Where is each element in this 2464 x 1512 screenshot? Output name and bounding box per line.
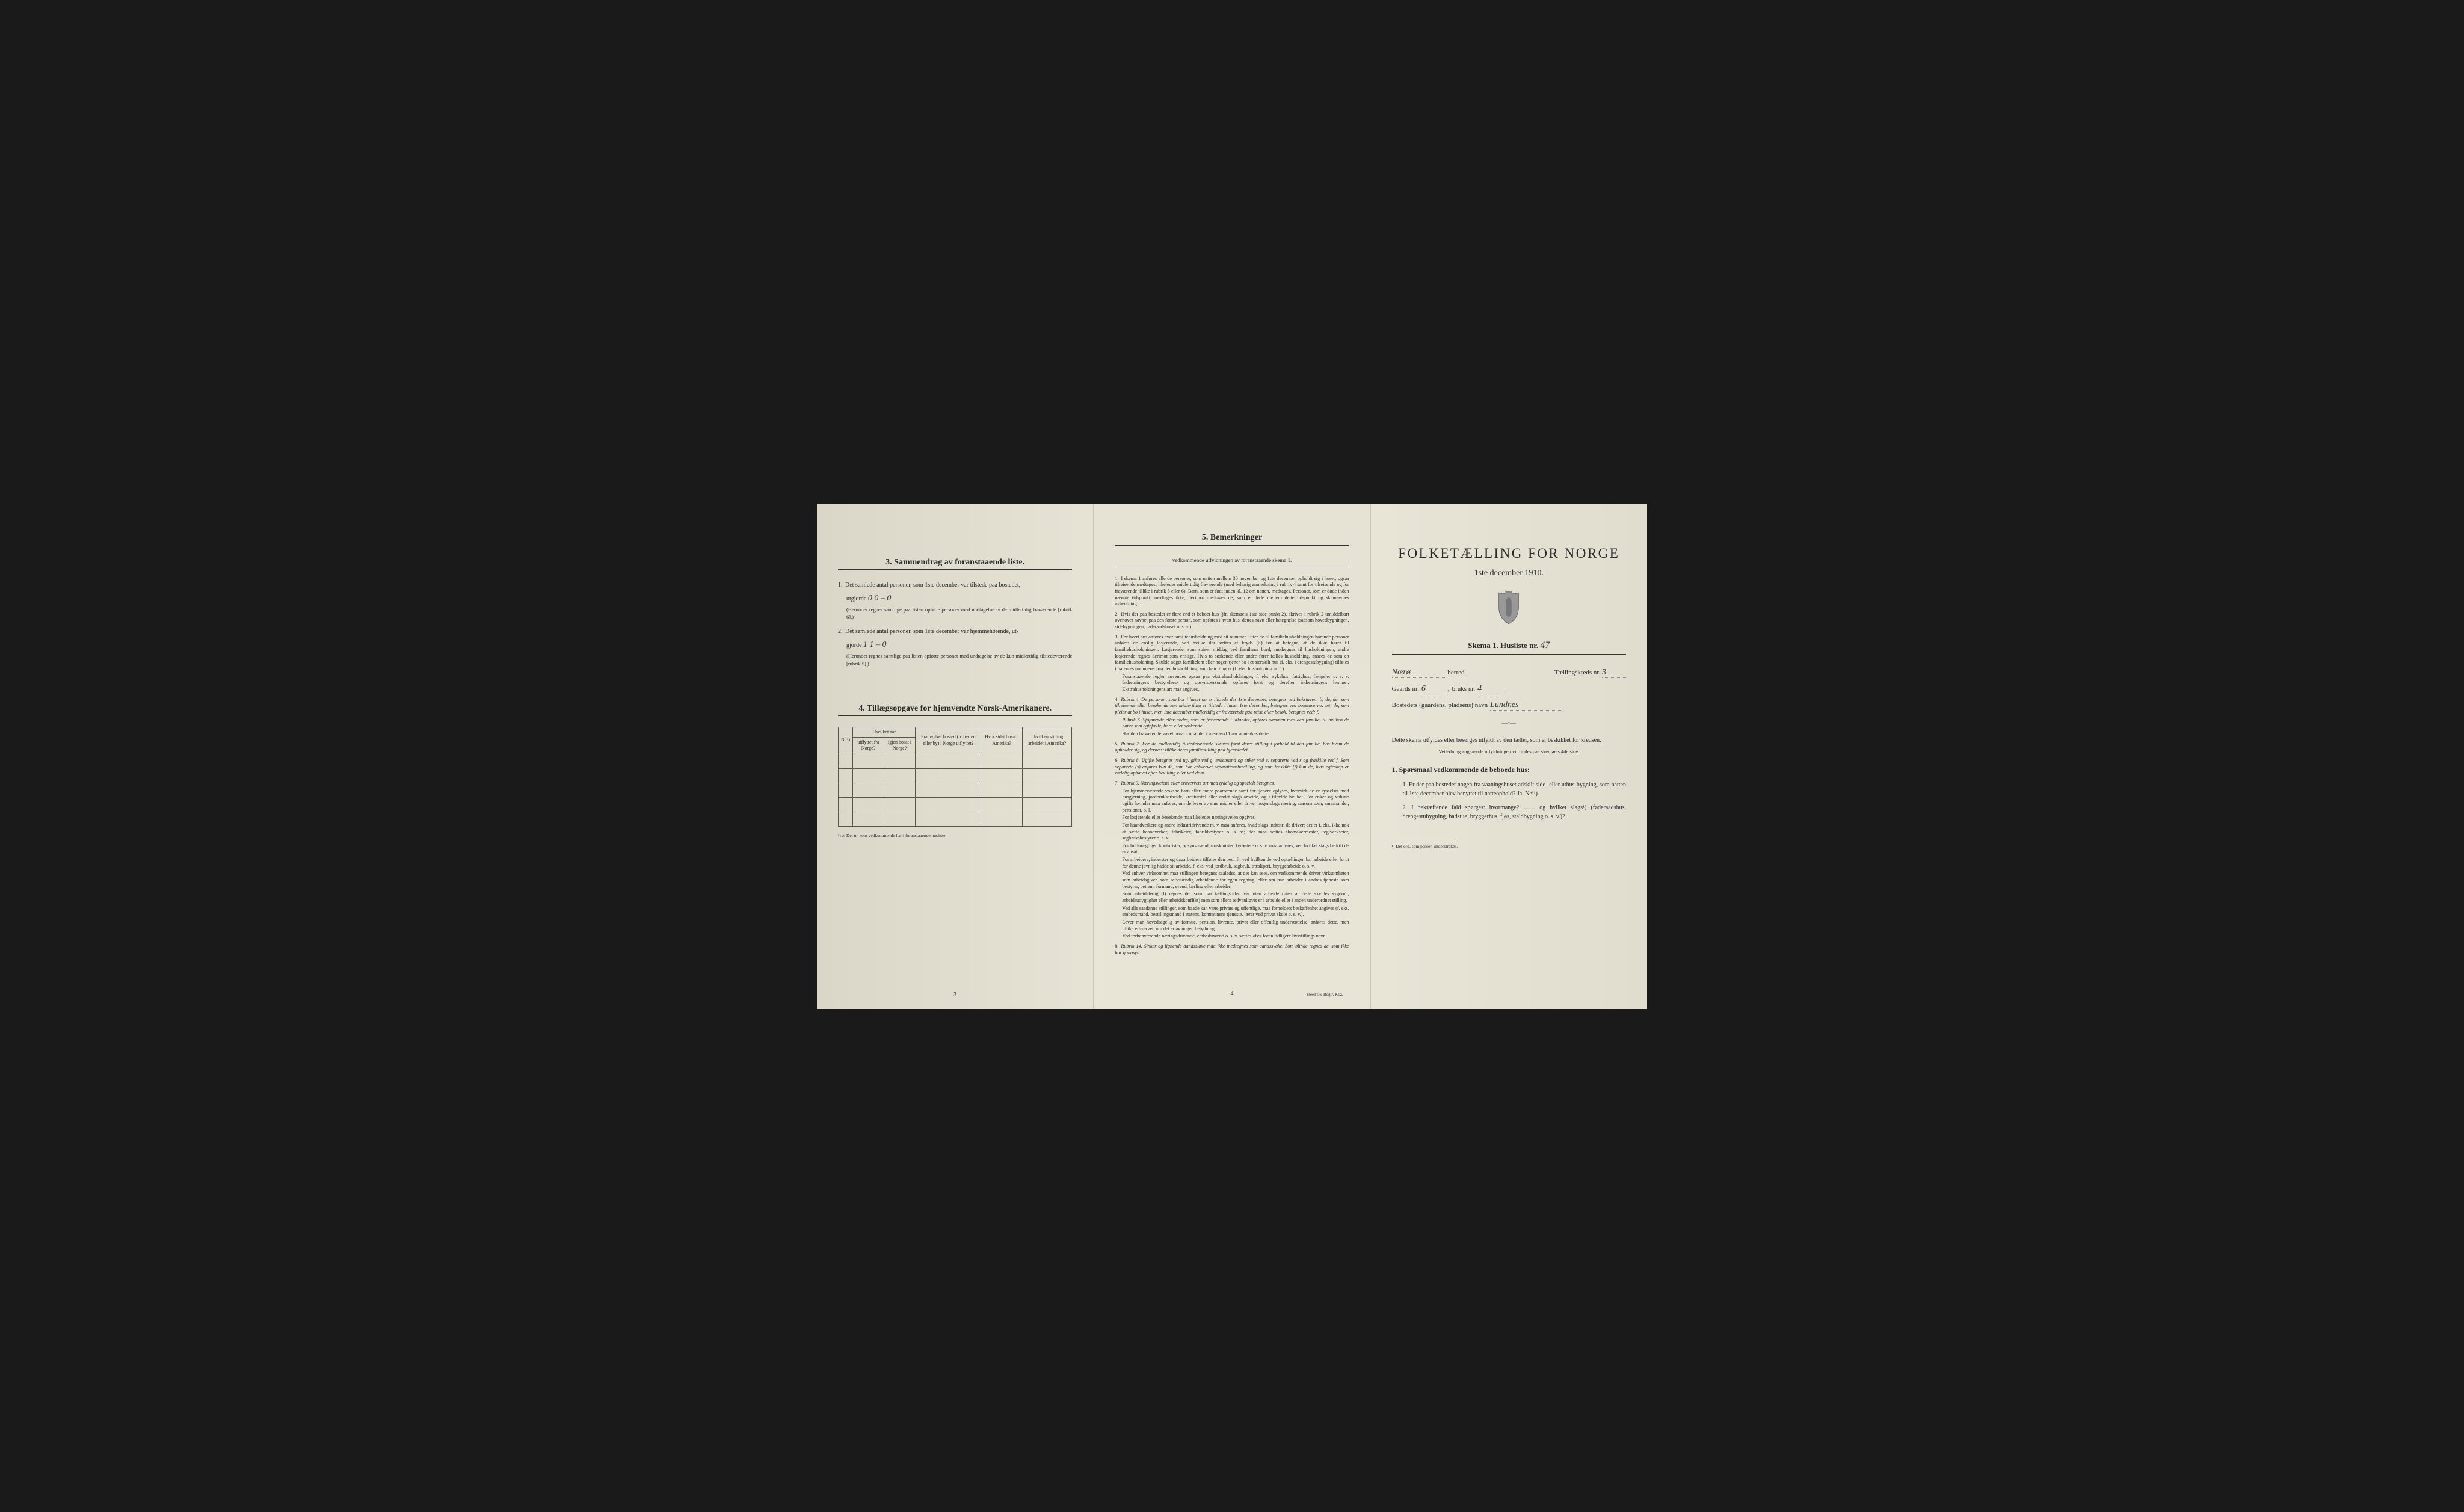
amerika-table-wrap: Nr.¹) I hvilket aar Fra hvilket bosted (… (838, 727, 1072, 838)
th-amerika-bosat: Hvor sidst bosat i Amerika? (981, 727, 1022, 754)
summary-item-1: 1.Det samlede antal personer, som 1ste d… (838, 581, 1072, 622)
herred-line: Nærø herred. Tællingskreds nr. 3 (1392, 668, 1626, 678)
question-2: 2. I bekræftende fald spørges: hvormange… (1403, 803, 1626, 821)
question-header: 1. Spørsmaal vedkommende de beboede hus: (1392, 765, 1626, 774)
item2-note: (Herunder regnes samtlige paa listen opf… (846, 652, 1072, 668)
instruction-text: Dette skema utfyldes eller besørges utfy… (1392, 736, 1626, 745)
summary-item-2: 2.Det samlede antal personer, som 1ste d… (838, 627, 1072, 668)
bosted-value: Lundnes (1490, 700, 1562, 711)
remarks-subtitle: vedkommende utfyldningen av foranstaaend… (1115, 557, 1349, 567)
section-5-title: 5. Bemerkninger (1115, 532, 1349, 546)
th-igjen: igjen bosat i Norge? (884, 737, 915, 754)
panel-title-page: FOLKETÆLLING FOR NORGE 1ste december 191… (1371, 504, 1647, 1009)
remark-1: 1.I skema 1 anføres alle de personer, so… (1115, 576, 1349, 608)
remark-3: 3.For hvert hus anføres hver familiehush… (1115, 634, 1349, 693)
th-stilling: I hvilken stilling arbeidet i Amerika? (1022, 727, 1071, 754)
panel-page-4: 5. Bemerkninger vedkommende utfyldningen… (1094, 504, 1370, 1009)
remark-5: 5.Rubrik 7. For de midlertidig tilstedev… (1115, 741, 1349, 754)
hjemmehorende-value: 1 1 – 0 (863, 640, 887, 649)
footnote-1: ¹) Det ord, som passer, understrekes. (1392, 841, 1458, 849)
gaards-nr: 6 (1421, 684, 1446, 694)
remark-8: 8.Rubrik 14. Sinker og lignende aandsslø… (1115, 943, 1349, 956)
table-row (839, 797, 1072, 812)
table-footnote: ¹) ɔ: Det nr. som vedkommende har i fora… (838, 833, 1072, 838)
bosted-line: Bostedets (gaardens, pladsens) navn Lund… (1392, 700, 1626, 711)
remark-2: 2.Hvis der paa bostedet er flere end ét … (1115, 611, 1349, 631)
remark-7: 7.Rubrik 9. Næringsveiens eller erhverve… (1115, 780, 1349, 940)
th-utflyttet: utflyttet fra Norge? (853, 737, 884, 754)
remark-4: 4.Rubrik 4. De personer, som bor i huset… (1115, 697, 1349, 738)
table-row (839, 783, 1072, 797)
census-document: 3. Sammendrag av foranstaaende liste. 1.… (817, 504, 1647, 1009)
th-aar: I hvilket aar (853, 727, 916, 737)
gaards-line: Gaards nr. 6 , bruks nr. 4 . (1392, 684, 1626, 694)
section-3-title: 3. Sammendrag av foranstaaende liste. (838, 558, 1072, 570)
page-number-3: 3 (953, 992, 956, 998)
bruks-nr: 4 (1477, 684, 1502, 694)
tilstede-value: 0 0 – 0 (868, 594, 892, 603)
instruction-sub: Veiledning angaaende utfyldningen vil fi… (1392, 748, 1626, 754)
husliste-nr: 47 (1540, 640, 1550, 650)
page-number-4: 4 (1230, 990, 1233, 998)
kreds-nr: 3 (1602, 668, 1626, 678)
skema-header: Skema 1. Husliste nr. 47 (1392, 640, 1626, 655)
table-row (839, 754, 1072, 768)
question-1: 1. Er der paa bostedet nogen fra vaaning… (1403, 780, 1626, 798)
census-date: 1ste december 1910. (1392, 569, 1626, 578)
section-4-title: 4. Tillægsopgave for hjemvendte Norsk-Am… (838, 704, 1072, 716)
remark-6: 6.Rubrik 8. Ugifte betegnes ved ug, gift… (1115, 758, 1349, 777)
panel-page-3: 3. Sammendrag av foranstaaende liste. 1.… (817, 504, 1094, 1009)
herred-value: Nærø (1392, 668, 1446, 678)
divider-icon: ―•― (1392, 720, 1626, 727)
census-title: FOLKETÆLLING FOR NORGE (1392, 546, 1626, 561)
coat-of-arms-icon (1392, 590, 1626, 629)
amerika-table: Nr.¹) I hvilket aar Fra hvilket bosted (… (838, 727, 1072, 827)
printer-credit: Steen'ske Bogtr. Kr.a. (1307, 992, 1343, 998)
table-row (839, 768, 1072, 783)
th-bosted: Fra hvilket bosted (ɔ: herred eller by) … (916, 727, 981, 754)
th-nr: Nr.¹) (839, 727, 853, 754)
table-row (839, 812, 1072, 826)
item1-note: (Herunder regnes samtlige paa listen opf… (846, 606, 1072, 622)
